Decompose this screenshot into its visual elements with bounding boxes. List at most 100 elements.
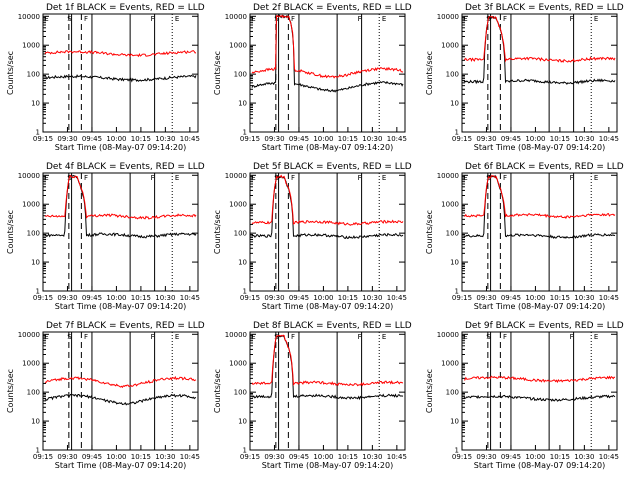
x-tick-label: 09:15 [33, 294, 53, 302]
marker-letter: F [291, 333, 295, 341]
detector-panel-8: Det 8f BLACK = Events, RED = LLD Counts/s… [213, 321, 412, 470]
marker-letter: E [175, 174, 179, 182]
marker-letter: E [44, 15, 48, 23]
series-line-lld [463, 375, 616, 384]
x-tick-label: 09:15 [240, 294, 260, 302]
x-tick-label: 10:15 [131, 294, 151, 302]
x-tick-label: 10:30 [362, 135, 382, 143]
y-tick-label: 1 [243, 288, 247, 296]
series-line-lld [251, 174, 404, 226]
y-tick-label: 1000 [441, 201, 459, 209]
y-tick-label: 100 [234, 389, 247, 397]
plot-frame [249, 331, 406, 451]
detector-panel-9: Det 9f BLACK = Events, RED = LLD Counts/s… [425, 321, 624, 470]
x-tick-label: 09:45 [82, 453, 102, 461]
x-axis-label: Start Time (08-May-07 09:14:20) [55, 461, 186, 470]
marker-letter: E [463, 174, 467, 182]
x-tick-label: 10:30 [574, 453, 594, 461]
marker-letter: E [594, 333, 598, 341]
marker-letter: F [570, 174, 574, 182]
panel-title: Det 2f BLACK = Events, RED = LLD [253, 3, 412, 13]
marker-letter: E [251, 333, 255, 341]
x-tick-label: 10:15 [338, 453, 358, 461]
y-tick-label: 10000 [18, 172, 40, 180]
series-line-events [251, 334, 404, 401]
x-tick-label: 09:30 [476, 294, 496, 302]
marker-letter: E [175, 15, 179, 23]
marker-letter: F [358, 174, 362, 182]
y-tick-label: 10 [238, 100, 247, 108]
series-line-events [251, 175, 404, 239]
x-axis-label: Start Time (08-May-07 09:14:20) [262, 143, 393, 152]
plot-frame [42, 13, 199, 133]
x-tick-label: 10:30 [574, 135, 594, 143]
x-tick-label: 10:00 [106, 453, 126, 461]
x-tick-label: 10:45 [387, 294, 407, 302]
x-axis-label: Start Time (08-May-07 09:14:20) [55, 143, 186, 152]
y-axis-label: Counts/sec [425, 210, 434, 254]
panel-title: Det 1f BLACK = Events, RED = LLD [46, 3, 205, 13]
marker-letter: F [291, 174, 295, 182]
x-tick-label: 10:15 [550, 135, 570, 143]
x-tick-label: 10:00 [313, 453, 333, 461]
x-tick-label: 10:15 [338, 135, 358, 143]
y-tick-label: 1000 [22, 360, 40, 368]
x-axis-label: Start Time (08-May-07 09:14:20) [474, 461, 605, 470]
x-tick-label: 09:30 [264, 135, 284, 143]
x-tick-label: 10:15 [550, 294, 570, 302]
x-tick-label: 09:30 [57, 135, 77, 143]
y-tick-label: 1 [243, 129, 247, 137]
detector-panel-4: Det 4f BLACK = Events, RED = LLD Counts/s… [6, 162, 205, 311]
marker-letter: E [594, 15, 598, 23]
y-tick-label: 1000 [229, 360, 247, 368]
marker-letter: F [503, 15, 507, 23]
marker-letter: E [44, 333, 48, 341]
marker-letter: F [503, 333, 507, 341]
series-line-events [251, 14, 404, 93]
panel-title: Det 8f BLACK = Events, RED = LLD [253, 321, 412, 331]
x-tick-label: 10:30 [362, 294, 382, 302]
x-tick-label: 09:30 [476, 135, 496, 143]
y-axis-label: Counts/sec [425, 369, 434, 413]
y-tick-label: 10 [450, 418, 459, 426]
y-tick-label: 100 [27, 389, 40, 397]
plot-frame [461, 172, 618, 292]
y-tick-label: 10000 [225, 172, 247, 180]
y-tick-label: 100 [446, 71, 459, 79]
marker-letter: F [503, 174, 507, 182]
x-tick-label: 10:15 [338, 294, 358, 302]
x-tick-label: 10:30 [155, 294, 175, 302]
detector-panel-6: Det 6f BLACK = Events, RED = LLD Counts/s… [425, 162, 624, 311]
x-tick-label: 09:15 [452, 135, 472, 143]
panel-title: Det 6f BLACK = Events, RED = LLD [465, 162, 624, 172]
y-tick-label: 100 [446, 230, 459, 238]
x-tick-label: 10:45 [599, 453, 619, 461]
y-tick-label: 1 [36, 129, 40, 137]
marker-letter: E [251, 174, 255, 182]
x-axis-label: Start Time (08-May-07 09:14:20) [474, 302, 605, 311]
y-tick-label: 1000 [441, 42, 459, 50]
marker-letter: F [151, 333, 155, 341]
marker-letter: E [382, 333, 386, 341]
series-line-lld [44, 174, 197, 220]
marker-letter: F [358, 15, 362, 23]
marker-letter: E [382, 15, 386, 23]
marker-letter: S [67, 333, 72, 341]
y-tick-label: 10000 [225, 331, 247, 339]
series-line-lld [251, 14, 404, 79]
x-tick-label: 10:00 [106, 135, 126, 143]
marker-letter: E [594, 174, 598, 182]
x-tick-label: 10:15 [131, 135, 151, 143]
plot-frame [249, 13, 406, 133]
plot-frame [249, 172, 406, 292]
y-tick-label: 1 [36, 288, 40, 296]
y-tick-label: 1 [455, 129, 459, 137]
y-tick-label: 100 [27, 230, 40, 238]
x-axis-label: Start Time (08-May-07 09:14:20) [262, 302, 393, 311]
y-tick-label: 1000 [229, 42, 247, 50]
marker-letter: E [44, 174, 48, 182]
y-tick-label: 100 [27, 71, 40, 79]
x-tick-label: 10:00 [525, 453, 545, 461]
series-line-events [463, 394, 616, 402]
y-axis-label: Counts/sec [6, 369, 15, 413]
